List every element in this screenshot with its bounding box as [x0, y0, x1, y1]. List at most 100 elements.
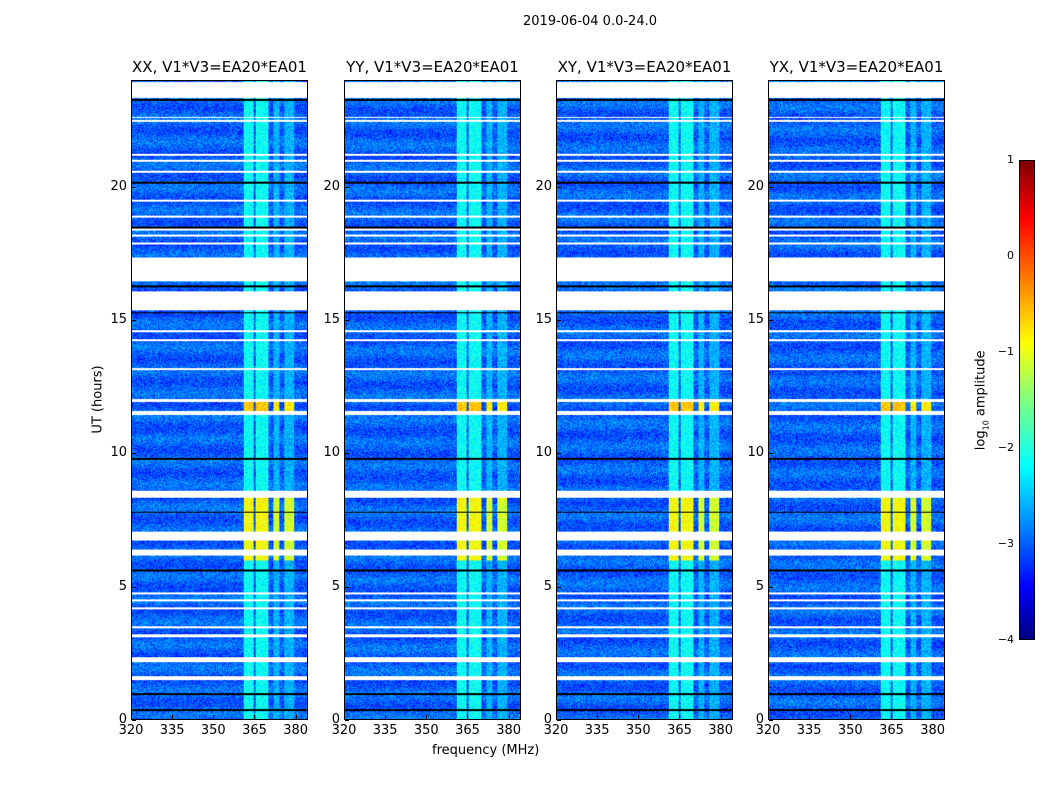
- x-tick-mark: [295, 715, 297, 719]
- y-tick-mark: [769, 186, 773, 188]
- x-tick-label: 335: [796, 723, 822, 738]
- y-tick-mark: [345, 720, 349, 721]
- y-tick-label: 20: [747, 178, 764, 194]
- x-tick-label: 320: [118, 723, 144, 738]
- y-tick-label: 15: [747, 312, 764, 327]
- x-tick-label: 365: [242, 723, 267, 738]
- x-tick-label: 380: [708, 723, 734, 738]
- x-tick-label: 365: [879, 723, 904, 738]
- x-tick-label: 320: [755, 723, 781, 738]
- y-tick-label: 20: [323, 178, 340, 194]
- y-tick-label: 0: [118, 712, 127, 727]
- y-tick-label: 0: [543, 712, 552, 727]
- x-tick-label: 320: [331, 723, 357, 738]
- x-tick-mark: [891, 715, 893, 719]
- y-tick-label: 10: [747, 445, 764, 461]
- y-tick-mark: [557, 586, 561, 588]
- x-tick-label: 335: [159, 723, 185, 738]
- panel-title: YX, V1*V3=EA20*EA01: [769, 58, 944, 76]
- x-tick-mark: [720, 715, 722, 719]
- x-tick-mark: [131, 715, 132, 719]
- x-tick-label: 365: [455, 723, 480, 738]
- x-tick-mark: [597, 715, 599, 719]
- x-tick-label: 365: [667, 723, 692, 738]
- x-tick-mark: [467, 715, 469, 719]
- x-tick-mark: [254, 715, 256, 719]
- colorbar-tick-label: −4: [997, 633, 1014, 646]
- y-tick-label: 5: [118, 578, 127, 594]
- x-tick-mark: [344, 715, 345, 719]
- x-tick-label: 350: [413, 723, 439, 738]
- y-tick-mark: [769, 586, 773, 588]
- y-tick-mark: [132, 453, 136, 455]
- x-tick-label: 380: [283, 723, 309, 738]
- y-tick-mark: [345, 453, 349, 455]
- spectrogram-heatmap: [345, 81, 520, 719]
- y-tick-label: 10: [535, 445, 552, 461]
- panel-title: XY, V1*V3=EA20*EA01: [557, 58, 732, 76]
- y-tick-mark: [132, 186, 136, 188]
- y-tick-mark: [345, 586, 349, 588]
- y-tick-mark: [132, 586, 136, 588]
- x-tick-label: 380: [496, 723, 522, 738]
- colorbar-tick-label: 1: [1007, 153, 1014, 166]
- spectrogram-heatmap: [132, 81, 307, 719]
- colorbar-tick-label: −1: [997, 345, 1014, 358]
- y-tick-mark: [557, 453, 561, 455]
- x-tick-mark: [426, 715, 428, 719]
- y-tick-label: 20: [110, 178, 127, 194]
- x-tick-mark: [679, 715, 681, 719]
- spectrogram-panel: [131, 80, 308, 720]
- x-tick-mark: [809, 715, 811, 719]
- x-tick-mark: [556, 715, 557, 719]
- x-tick-mark: [638, 715, 640, 719]
- y-tick-mark: [557, 720, 561, 721]
- y-tick-label: 15: [535, 312, 552, 327]
- y-tick-label: 15: [323, 312, 340, 327]
- x-tick-label: 350: [625, 723, 651, 738]
- colorbar: [1019, 160, 1035, 640]
- figure-title: 2019-06-04 0.0-24.0: [523, 14, 657, 29]
- panel-title: YY, V1*V3=EA20*EA01: [346, 58, 519, 76]
- x-tick-label: 320: [543, 723, 569, 738]
- colorbar-tick-label: 0: [1007, 249, 1014, 262]
- x-tick-mark: [850, 715, 852, 719]
- panel-title: XX, V1*V3=EA20*EA01: [132, 58, 307, 76]
- y-tick-label: 5: [543, 578, 552, 594]
- x-tick-label: 380: [920, 723, 946, 738]
- y-tick-mark: [557, 186, 561, 188]
- y-tick-label: 10: [110, 445, 127, 461]
- y-tick-mark: [769, 720, 773, 721]
- y-tick-mark: [132, 320, 136, 321]
- y-tick-label: 20: [535, 178, 552, 194]
- spectrogram-heatmap: [557, 81, 732, 719]
- x-tick-label: 335: [372, 723, 398, 738]
- colorbar-tick-label: −2: [997, 441, 1014, 454]
- colorbar-label: log10 amplitude: [973, 350, 991, 451]
- y-tick-label: 0: [331, 712, 340, 727]
- x-tick-label: 350: [200, 723, 226, 738]
- x-tick-label: 335: [584, 723, 610, 738]
- spectrogram-heatmap: [769, 81, 944, 719]
- y-tick-label: 5: [755, 578, 764, 594]
- x-tick-mark: [508, 715, 510, 719]
- x-tick-mark: [932, 715, 934, 719]
- y-tick-mark: [345, 186, 349, 188]
- x-axis-label: frequency (MHz): [432, 743, 540, 758]
- x-tick-mark: [385, 715, 387, 719]
- y-tick-mark: [557, 320, 561, 321]
- spectrogram-panel: [768, 80, 945, 720]
- y-tick-mark: [345, 320, 349, 321]
- y-tick-mark: [769, 320, 773, 321]
- y-axis-label: UT (hours): [90, 365, 106, 434]
- y-tick-mark: [769, 453, 773, 455]
- y-tick-label: 10: [323, 445, 340, 461]
- y-tick-label: 15: [110, 312, 127, 327]
- colorbar-tick-label: −3: [997, 537, 1014, 550]
- y-tick-mark: [132, 720, 136, 721]
- x-tick-label: 350: [837, 723, 863, 738]
- y-tick-label: 5: [331, 578, 340, 594]
- spectrogram-panel: [556, 80, 733, 720]
- x-tick-mark: [213, 715, 215, 719]
- y-tick-label: 0: [755, 712, 764, 727]
